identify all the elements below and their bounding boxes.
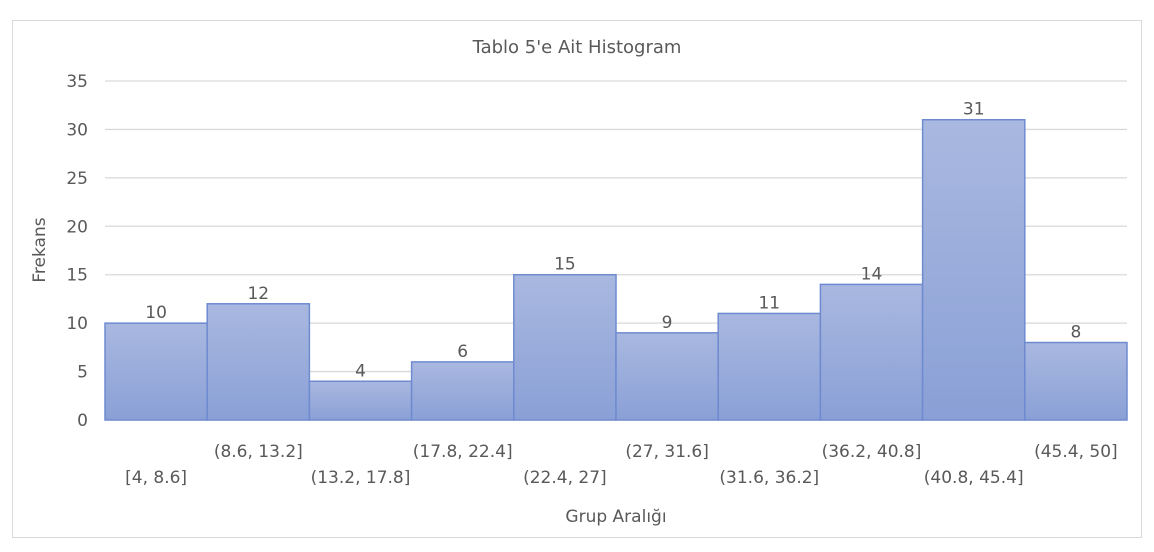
- histogram-bar: [410, 361, 515, 421]
- histogram-bar: [104, 322, 208, 421]
- histogram-bar: [615, 332, 719, 421]
- x-tick-label: (8.6, 13.2]: [214, 442, 303, 462]
- x-tick-label: (36.2, 40.8]: [822, 442, 922, 462]
- data-label: 9: [662, 313, 673, 333]
- y-axis-ticks: 0 5 10 15 20 25 30 35: [66, 72, 88, 431]
- data-label: 12: [247, 284, 269, 304]
- histogram-bar: [513, 273, 617, 421]
- x-axis-label: Grup Aralığı: [565, 507, 666, 527]
- x-tick-label: (40.8, 45.4]: [924, 468, 1024, 488]
- x-tick-label: (31.6, 36.2]: [719, 468, 819, 488]
- y-tick-label: 35: [66, 72, 88, 92]
- histogram-bar: [308, 380, 413, 421]
- histogram-bar: [1024, 341, 1128, 421]
- bars: [104, 118, 1128, 421]
- data-label: 10: [145, 303, 167, 323]
- histogram-bar: [819, 283, 924, 421]
- y-tick-label: 25: [66, 169, 88, 189]
- data-label: 31: [963, 100, 985, 120]
- y-tick-label: 10: [66, 314, 88, 334]
- y-tick-label: 0: [77, 411, 88, 431]
- x-axis-ticks: [4, 8.6] (8.6, 13.2] (13.2, 17.8](17.8, 22…: [125, 442, 1118, 488]
- y-tick-label: 5: [77, 363, 88, 383]
- chart-title: Tablo 5'e Ait Histogram: [472, 37, 682, 58]
- y-tick-label: 15: [66, 266, 88, 286]
- x-tick-label: [4, 8.6]: [125, 468, 187, 488]
- y-tick-label: 30: [66, 120, 88, 140]
- data-label: 4: [355, 361, 366, 381]
- data-labels: 10 12 4 6 15 9 11 14 31 8: [145, 100, 1081, 382]
- histogram-bar: [717, 312, 822, 421]
- x-tick-label: (45.4, 50]: [1034, 442, 1118, 462]
- histogram-bar: [206, 303, 311, 421]
- x-tick-label: (17.8, 22.4]: [413, 442, 513, 462]
- data-label: 6: [457, 342, 468, 362]
- y-axis-label: Frekans: [30, 217, 50, 282]
- x-tick-label: (27, 31.6]: [625, 442, 709, 462]
- data-label: 11: [758, 293, 780, 313]
- histogram-bar: [921, 118, 1026, 421]
- x-tick-label: (22.4, 27]: [523, 468, 607, 488]
- y-tick-label: 20: [66, 217, 88, 237]
- data-label: 15: [554, 255, 576, 275]
- x-tick-label: (13.2, 17.8]: [311, 468, 411, 488]
- data-label: 8: [1070, 323, 1081, 343]
- data-label: 14: [861, 264, 883, 284]
